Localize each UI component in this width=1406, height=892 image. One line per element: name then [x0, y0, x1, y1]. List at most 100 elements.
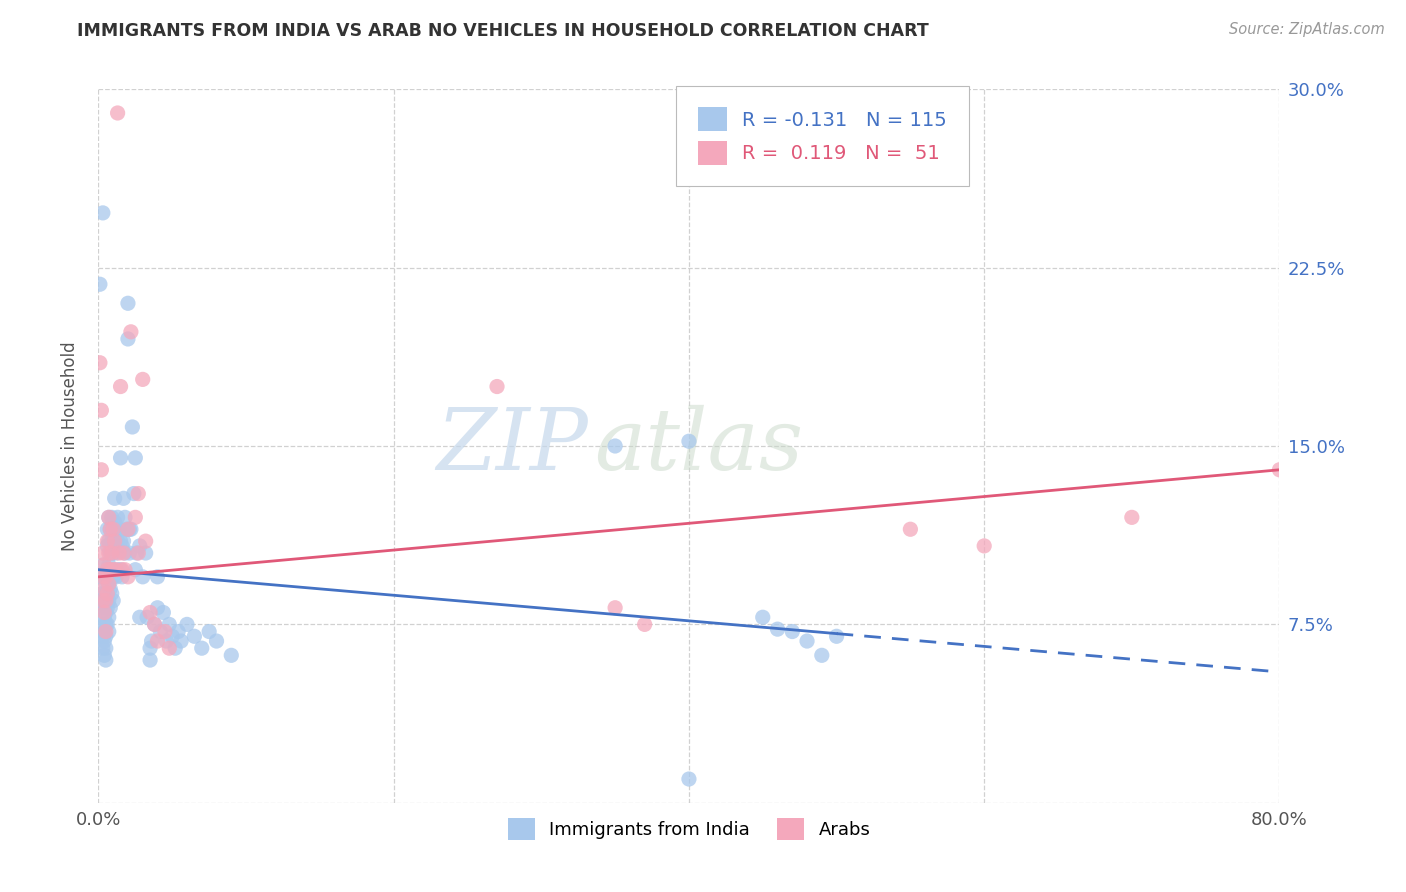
Point	[90, 593, 112, 607]
Point	[973, 539, 995, 553]
Point	[108, 522, 131, 536]
Point	[117, 522, 139, 536]
Point	[93, 570, 115, 584]
Point	[97, 610, 120, 624]
Point	[91, 206, 114, 220]
Point	[111, 570, 134, 584]
Point	[93, 606, 115, 620]
Point	[100, 546, 122, 560]
Point	[103, 522, 125, 536]
Point	[100, 586, 122, 600]
Point	[89, 277, 111, 292]
Point	[107, 534, 129, 549]
Point	[93, 610, 115, 624]
Point	[104, 539, 127, 553]
Point	[170, 634, 193, 648]
Point	[110, 379, 132, 393]
Point	[94, 570, 117, 584]
Point	[139, 641, 162, 656]
Point	[605, 439, 627, 453]
Point	[141, 634, 163, 648]
Text: ZIP: ZIP	[437, 405, 589, 487]
Point	[810, 648, 832, 663]
Point	[105, 522, 128, 536]
Point	[91, 558, 114, 572]
Point	[135, 534, 157, 549]
Point	[183, 629, 205, 643]
Point	[105, 563, 128, 577]
Point	[97, 593, 120, 607]
Point	[96, 539, 118, 553]
Point	[96, 563, 118, 577]
Point	[98, 563, 121, 577]
Point	[191, 641, 214, 656]
Point	[89, 356, 111, 370]
Point	[124, 510, 146, 524]
Point	[105, 546, 128, 560]
Point	[107, 510, 129, 524]
Point	[96, 534, 118, 549]
Point	[104, 515, 127, 529]
Point	[114, 563, 136, 577]
Point	[117, 296, 139, 310]
Point	[93, 634, 115, 648]
Point	[127, 546, 149, 560]
Point	[132, 570, 155, 584]
Point	[96, 586, 118, 600]
Point	[752, 610, 775, 624]
Point	[97, 510, 120, 524]
Point	[110, 563, 132, 577]
Point	[121, 420, 143, 434]
Point	[98, 522, 121, 536]
Point	[117, 570, 139, 584]
Point	[122, 486, 145, 500]
Point	[91, 546, 114, 560]
Point	[678, 772, 700, 786]
Point	[205, 634, 228, 648]
Point	[90, 463, 112, 477]
Point	[1121, 510, 1143, 524]
Point	[97, 624, 120, 639]
Point	[157, 617, 180, 632]
Point	[100, 563, 122, 577]
Point	[124, 563, 146, 577]
Point	[104, 491, 127, 506]
Point	[100, 510, 122, 524]
Point	[124, 450, 146, 465]
Point	[782, 624, 804, 639]
Point	[98, 546, 121, 560]
Point	[221, 648, 243, 663]
Point	[678, 434, 700, 449]
Point	[96, 586, 118, 600]
Point	[91, 629, 114, 643]
Point	[96, 600, 118, 615]
Point	[97, 577, 120, 591]
Point	[96, 522, 118, 536]
Point	[149, 624, 172, 639]
Point	[107, 563, 129, 577]
Point	[486, 379, 509, 393]
Point	[93, 586, 115, 600]
Point	[94, 577, 117, 591]
Point	[98, 563, 121, 577]
Point	[146, 634, 169, 648]
Point	[98, 600, 121, 615]
Text: atlas: atlas	[595, 405, 804, 487]
Point	[91, 641, 114, 656]
Point	[1268, 463, 1291, 477]
Point	[143, 617, 166, 632]
Point	[94, 617, 117, 632]
Point	[125, 546, 148, 560]
Legend: Immigrants from India, Arabs: Immigrants from India, Arabs	[501, 811, 877, 847]
Point	[167, 624, 190, 639]
Point	[97, 534, 120, 549]
Point	[634, 617, 657, 632]
Point	[118, 546, 141, 560]
Point	[103, 563, 125, 577]
Point	[128, 539, 150, 553]
Point	[110, 534, 132, 549]
Point	[94, 606, 117, 620]
Point	[128, 610, 150, 624]
Point	[825, 629, 848, 643]
Text: Source: ZipAtlas.com: Source: ZipAtlas.com	[1229, 22, 1385, 37]
